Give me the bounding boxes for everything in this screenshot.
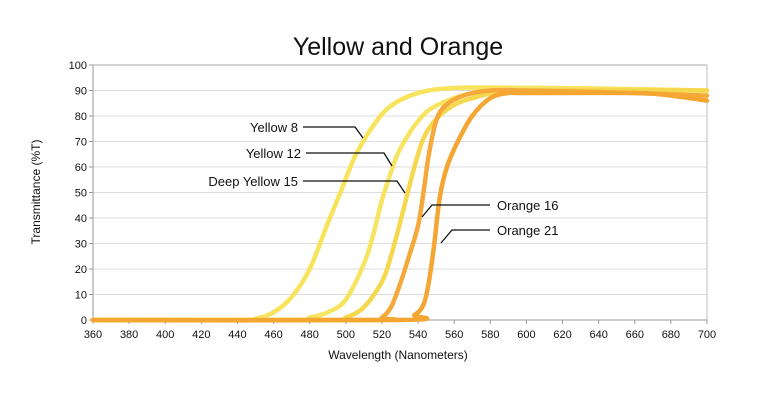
y-tick-label: 90	[75, 86, 87, 98]
x-tick-label: 600	[517, 329, 535, 341]
y-tick-label: 40	[75, 213, 87, 225]
gridlines	[93, 64, 707, 295]
leader-line	[421, 204, 490, 218]
leader-line	[440, 229, 490, 244]
x-tick-label: 460	[264, 329, 282, 341]
x-tick-label: 540	[409, 329, 427, 341]
x-tick-label: 440	[228, 329, 246, 341]
x-tick-label: 420	[192, 329, 210, 341]
leader-line	[303, 180, 406, 194]
x-tick-label: 560	[445, 329, 463, 341]
series-label: Deep Yellow 15	[208, 174, 298, 189]
x-tick-label: 380	[120, 329, 138, 341]
y-axis-label: Transmittance (%T)	[29, 140, 43, 245]
y-tick-label: 10	[75, 290, 87, 302]
series-group	[90, 85, 710, 323]
y-tick-label: 50	[75, 188, 87, 200]
series-labels: Yellow 8 Yellow 12 Deep Yellow 15 Orange 16…	[208, 120, 558, 244]
x-tick-label: 520	[373, 329, 391, 341]
x-tick-label: 500	[337, 329, 355, 341]
x-tick-label: 620	[553, 329, 571, 341]
y-tick-label: 30	[75, 239, 87, 251]
x-tick-label: 580	[481, 329, 499, 341]
series-line-orange-21	[90, 90, 710, 323]
series-label: Orange 16	[497, 198, 558, 213]
series-label: Orange 21	[497, 223, 558, 238]
y-tick-label: 100	[69, 60, 87, 72]
chart-title: Yellow and Orange	[293, 33, 503, 61]
leader-line	[303, 126, 364, 139]
y-tick-label: 0	[81, 315, 87, 327]
y-tick-label: 80	[75, 111, 87, 123]
series-label: Yellow 12	[246, 146, 301, 161]
x-axis-label: Wavelength (Nanometers)	[328, 348, 468, 362]
y-tick-label: 20	[75, 264, 87, 276]
x-tick-label: 360	[84, 329, 102, 341]
series-line-orange-16	[90, 87, 710, 323]
x-tick-label: 660	[626, 329, 644, 341]
x-tick-label: 400	[156, 329, 174, 341]
series-label: Yellow 8	[250, 120, 298, 135]
x-tick-label: 680	[662, 329, 680, 341]
x-tick-label: 700	[698, 329, 716, 341]
y-tick-label: 70	[75, 137, 87, 149]
leader-line	[306, 152, 393, 167]
x-tick-label: 640	[589, 329, 607, 341]
y-tick-label: 60	[75, 162, 87, 174]
x-tick-label: 480	[301, 329, 319, 341]
